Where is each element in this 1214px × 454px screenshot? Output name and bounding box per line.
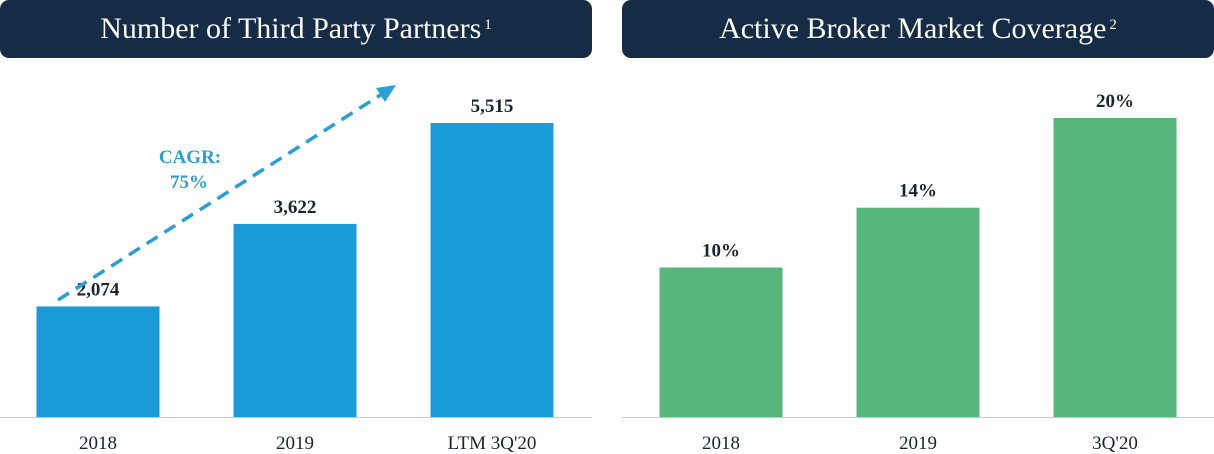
chart-panel-third-party-partners: Number of Third Party Partners 1 2,074 201… <box>0 0 592 454</box>
cagr-label: CAGR: <box>159 147 221 168</box>
x-tick-label: 2018 <box>702 433 740 454</box>
data-label: 3,622 <box>274 197 317 218</box>
cagr-trend-arrow <box>57 92 383 302</box>
data-label: 10% <box>702 241 740 262</box>
data-label: 20% <box>1096 91 1134 112</box>
data-label: 14% <box>899 181 937 202</box>
x-tick-label: 2018 <box>79 433 117 454</box>
data-label: 5,515 <box>471 96 514 117</box>
footnote-marker: 2 <box>1109 16 1117 33</box>
bar-2018 <box>36 306 160 417</box>
footnote-marker: 1 <box>484 16 492 33</box>
cagr-value: 75% <box>170 172 208 193</box>
data-label: 2,074 <box>77 279 120 300</box>
chart-title-banner: Active Broker Market Coverage 2 <box>622 0 1214 58</box>
arrow-head-icon <box>376 85 396 102</box>
bar-2018 <box>659 267 783 417</box>
bar-chart-third-party-partners: 2,074 2018 3,622 2019 5,515 LTM 3Q'20 CAGR: 75% <box>0 85 592 454</box>
x-tick-label: 3Q'20 <box>1092 433 1138 454</box>
chart-title-banner: Number of Third Party Partners 1 <box>0 0 592 58</box>
bar-2019 <box>856 207 980 417</box>
chart-title: Number of Third Party Partners <box>100 12 482 45</box>
x-tick-label: 2019 <box>276 433 314 454</box>
x-tick-label: 2019 <box>899 433 937 454</box>
chart-panel-broker-coverage: Active Broker Market Coverage 2 10% 2018 14… <box>622 0 1214 454</box>
bar-ltm-3q-20 <box>430 123 554 417</box>
bar-2019 <box>233 223 357 417</box>
chart-title: Active Broker Market Coverage <box>719 12 1107 45</box>
x-tick-label: LTM 3Q'20 <box>448 433 537 454</box>
bar-chart-broker-coverage: 10% 2018 14% 2019 20% 3Q'20 <box>622 91 1214 454</box>
bar-3q-20 <box>1053 118 1177 417</box>
